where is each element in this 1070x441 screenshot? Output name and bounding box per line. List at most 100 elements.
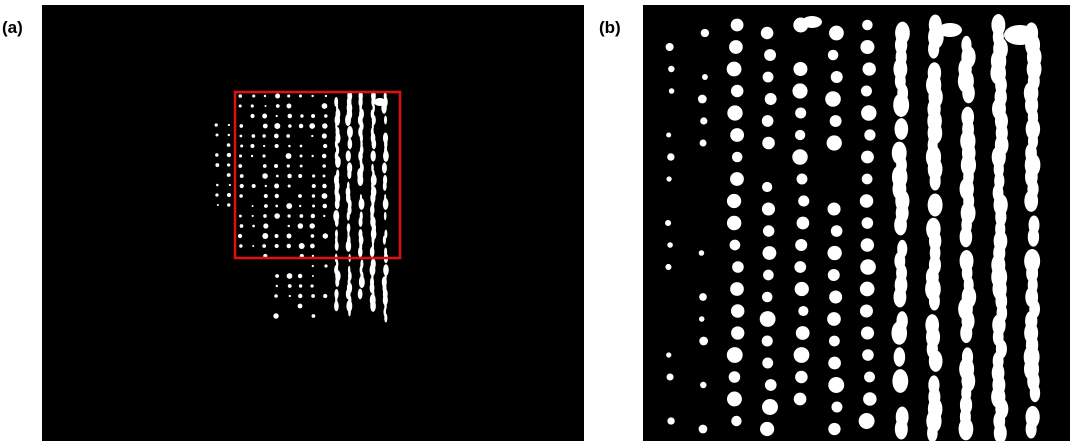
dot: [312, 174, 315, 177]
dot: [895, 419, 908, 440]
dot: [276, 104, 280, 108]
dot: [346, 150, 351, 161]
dot: [792, 149, 807, 164]
dot: [383, 150, 389, 162]
dot: [732, 261, 744, 273]
dot: [359, 276, 365, 288]
dot: [299, 205, 301, 207]
dot: [830, 115, 842, 127]
dot: [311, 234, 315, 238]
dot: [252, 245, 254, 247]
dot: [298, 223, 303, 228]
dot: [238, 164, 242, 168]
dot: [864, 129, 875, 140]
dot: [762, 399, 778, 415]
dot: [862, 174, 873, 185]
dot: [262, 233, 268, 239]
dot: [264, 95, 266, 97]
dot: [861, 86, 872, 97]
dot: [732, 152, 743, 163]
dot: [372, 139, 377, 150]
dot: [895, 118, 909, 140]
dot: [215, 133, 218, 136]
dot: [796, 326, 810, 340]
dot: [298, 304, 303, 309]
dot: [938, 23, 962, 37]
dot: [312, 204, 315, 207]
dot: [727, 62, 742, 77]
dot: [299, 243, 305, 249]
dot: [795, 371, 808, 384]
dot: [763, 246, 777, 260]
dot: [275, 234, 279, 238]
dot: [765, 93, 777, 105]
dot: [960, 227, 973, 248]
dot: [347, 169, 351, 179]
dot: [827, 135, 842, 150]
dot: [860, 305, 873, 318]
dot: [795, 107, 806, 118]
dot: [287, 164, 290, 167]
dot: [762, 182, 772, 192]
dot: [322, 133, 327, 138]
dot: [238, 234, 242, 238]
dot: [727, 105, 742, 120]
dot: [276, 285, 278, 287]
dot: [288, 284, 292, 288]
dot: [298, 294, 302, 298]
dot: [831, 225, 843, 237]
dot: [215, 153, 218, 156]
dot: [702, 74, 708, 80]
dot: [323, 233, 328, 238]
dot: [312, 314, 316, 318]
dot: [667, 242, 673, 248]
dot: [828, 50, 839, 61]
dot: [299, 95, 302, 98]
dot: [348, 139, 353, 150]
dot: [263, 214, 267, 218]
dot: [929, 292, 940, 311]
dot: [797, 174, 808, 185]
images: [0, 0, 1070, 441]
dot: [825, 91, 841, 107]
dot: [288, 145, 291, 148]
dot: [335, 217, 339, 227]
dot: [227, 153, 231, 157]
dot: [263, 124, 268, 129]
dot: [347, 211, 350, 220]
dot: [250, 114, 254, 118]
dot: [239, 154, 242, 157]
dot: [792, 83, 807, 98]
dot: [669, 88, 675, 94]
dot: [730, 128, 744, 142]
dot: [862, 349, 874, 361]
dot: [929, 350, 943, 372]
dot: [762, 292, 772, 302]
dot: [322, 123, 327, 128]
dot: [239, 124, 243, 128]
dot: [795, 282, 809, 296]
dot: [312, 275, 314, 277]
dot: [262, 244, 266, 248]
dot: [274, 184, 279, 189]
dot: [311, 214, 315, 218]
dot: [239, 135, 242, 138]
dot: [348, 308, 351, 317]
dot: [274, 134, 279, 139]
dot: [764, 49, 776, 61]
dot: [862, 217, 874, 229]
dot: [289, 295, 291, 297]
dot: [828, 202, 841, 215]
dot: [831, 402, 842, 413]
dot: [1004, 25, 1036, 45]
dot: [863, 62, 876, 75]
dot: [298, 274, 302, 278]
dot: [311, 155, 313, 157]
dot: [311, 114, 315, 118]
dot: [763, 270, 774, 281]
dot: [265, 185, 267, 187]
dot: [760, 422, 774, 436]
dot: [312, 265, 314, 267]
dot: [894, 347, 906, 367]
dot: [666, 43, 674, 51]
